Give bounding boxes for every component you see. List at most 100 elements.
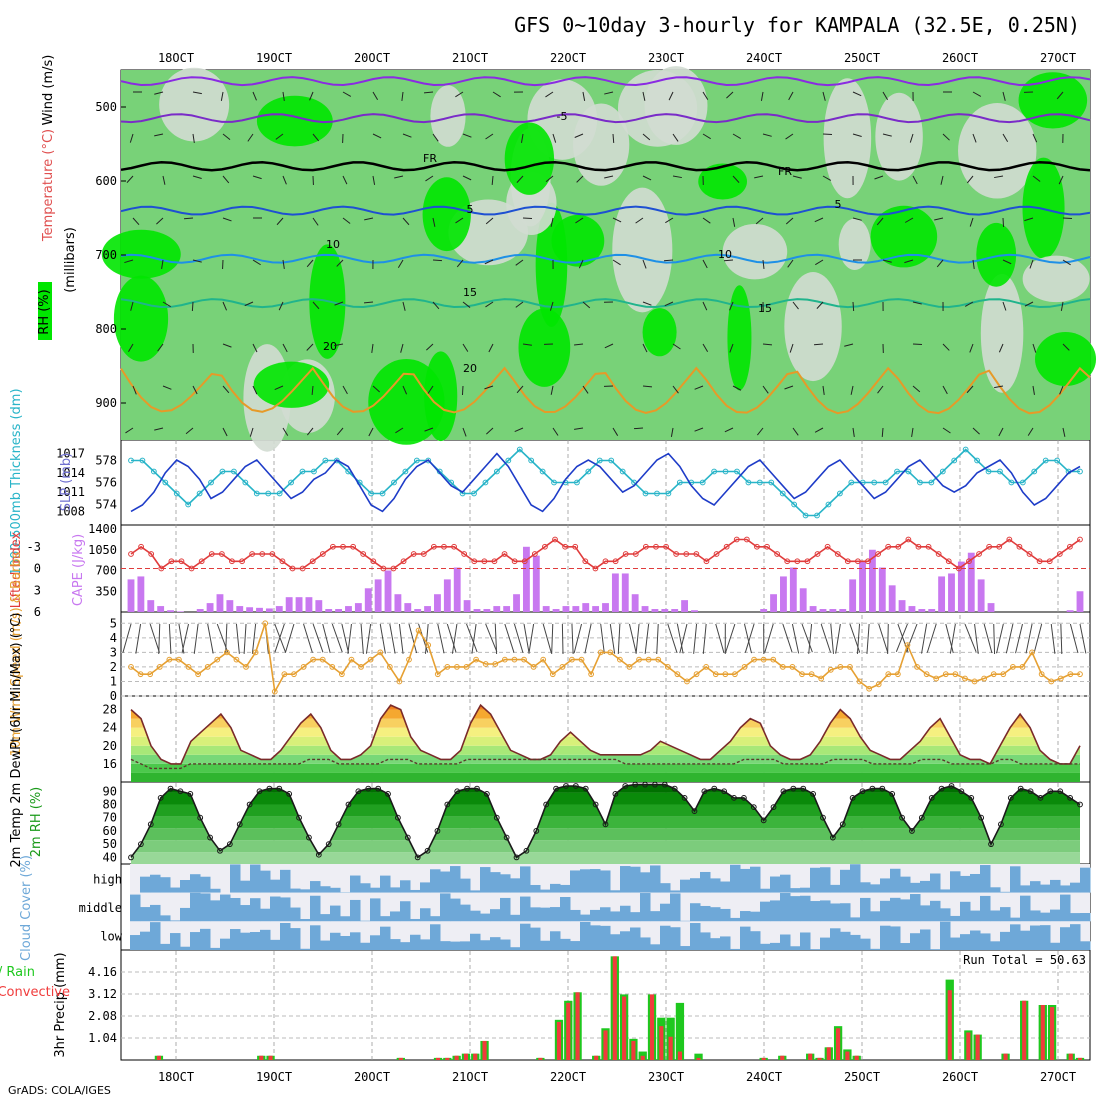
wind-barb <box>122 623 132 654</box>
wind-barb <box>642 175 652 181</box>
contour-label: 20 <box>463 362 477 375</box>
rh-2m-point <box>345 801 352 808</box>
wind-barb <box>156 217 164 225</box>
wind-barb <box>207 623 214 654</box>
wind-barb <box>762 343 773 346</box>
y-tick-label-left: 574 <box>95 498 117 512</box>
thickness-point <box>585 468 592 475</box>
y-tick-label-right: 1017 <box>56 447 85 461</box>
wind-barb <box>550 217 554 227</box>
rh-2m-point <box>335 821 342 828</box>
lifted-index-point <box>572 543 579 550</box>
x-tick-label-bottom: 21OCT <box>452 1070 488 1084</box>
cloud-fraction <box>570 941 581 950</box>
cloud-fraction <box>330 905 341 922</box>
cape-bar <box>483 609 491 612</box>
cloud-fraction <box>580 914 591 922</box>
wind-barb <box>312 301 320 310</box>
wind-barb <box>1029 259 1034 269</box>
wind-speed-point <box>827 666 834 673</box>
wind-barb <box>702 623 707 654</box>
wind-barb <box>852 133 862 137</box>
cloud-fraction <box>470 890 481 893</box>
y-tick-label-left: 576 <box>95 476 117 490</box>
li-axis-label: Lifted Index <box>9 531 24 608</box>
wind-barb <box>664 301 674 307</box>
cape-bar <box>789 567 797 612</box>
wind-barb <box>515 301 524 308</box>
lifted-index-point <box>330 543 336 550</box>
wind-speed-point <box>377 649 384 656</box>
precip-convective-bar <box>975 1034 980 1060</box>
cloud-fraction <box>1050 879 1061 893</box>
wind-barb <box>725 623 736 653</box>
wind-barb <box>486 427 494 435</box>
wind-speed-point <box>578 656 585 663</box>
cape-bar <box>681 600 689 612</box>
rh-2m-point <box>642 781 648 788</box>
wind-speed-point <box>425 642 432 648</box>
rh-contour-area <box>823 78 872 199</box>
cloud-label-group: Cloud Cover (%) <box>19 855 34 961</box>
cape-bar <box>967 552 975 612</box>
y-tick-label: 3.12 <box>88 987 117 1001</box>
cloud-fraction <box>580 921 591 950</box>
rh-2m-point <box>1057 788 1064 795</box>
cape-bar <box>246 607 254 612</box>
wind-barb <box>788 91 794 101</box>
rh-band <box>131 804 1080 817</box>
rh-legend-group: RH (%) <box>37 289 52 334</box>
wind-barb <box>522 343 532 346</box>
cloud-fraction <box>930 900 941 922</box>
wind-barb <box>312 217 319 226</box>
wind-barb <box>402 385 408 395</box>
precip-convective-bar <box>268 1055 273 1060</box>
rh-2m-point <box>691 808 698 814</box>
lifted-index-point <box>168 558 175 565</box>
wind-barb <box>926 623 937 653</box>
cloud-fraction <box>200 893 211 922</box>
cloud-fraction <box>460 904 471 922</box>
wind-barb <box>694 427 704 432</box>
cape-bar <box>335 609 343 612</box>
wind-barb <box>192 385 198 395</box>
rh-2m-point <box>948 783 955 789</box>
lifted-index-point <box>249 551 256 557</box>
wind-barb <box>347 623 352 654</box>
lifted-index-line <box>130 538 1081 570</box>
wind-speed-point <box>1029 649 1035 656</box>
cloud-fraction <box>410 889 421 893</box>
x-tick-label-bottom: 23OCT <box>648 1070 684 1084</box>
wind-barb <box>1002 91 1006 101</box>
rh-2m-point <box>740 794 747 801</box>
wind-speed-point <box>760 656 767 663</box>
wind-barb <box>402 217 410 226</box>
cloud-fraction <box>520 866 531 893</box>
contour-label: FR <box>778 165 792 178</box>
cape-bar <box>384 570 392 612</box>
cloud-fraction <box>860 897 871 922</box>
rh-band <box>131 792 1080 805</box>
thickness-point <box>1077 468 1083 475</box>
cloud-fraction <box>930 873 941 893</box>
precip-convective-bar <box>603 1030 608 1060</box>
cloud-fraction <box>880 878 891 893</box>
cape-bar <box>552 609 560 612</box>
cloud-fraction <box>700 932 711 950</box>
rh-2m-point <box>760 817 767 824</box>
thickness-point <box>253 490 260 497</box>
cloud-fraction <box>770 900 781 922</box>
y-tick-label: 3 <box>110 645 117 659</box>
rh-2m-point <box>503 834 510 841</box>
wind-speed-point <box>971 678 978 685</box>
cloud-fraction <box>1080 941 1091 950</box>
cloud-fraction <box>1020 930 1031 950</box>
temp-band <box>131 705 1080 710</box>
cloud-fraction <box>340 935 351 950</box>
wind-barb <box>551 623 554 654</box>
wind-speed-point <box>645 656 652 663</box>
cloud-fraction <box>750 931 761 950</box>
cloud-fraction <box>740 911 751 922</box>
wind-barb <box>516 385 524 394</box>
cloud-fraction <box>660 883 671 893</box>
